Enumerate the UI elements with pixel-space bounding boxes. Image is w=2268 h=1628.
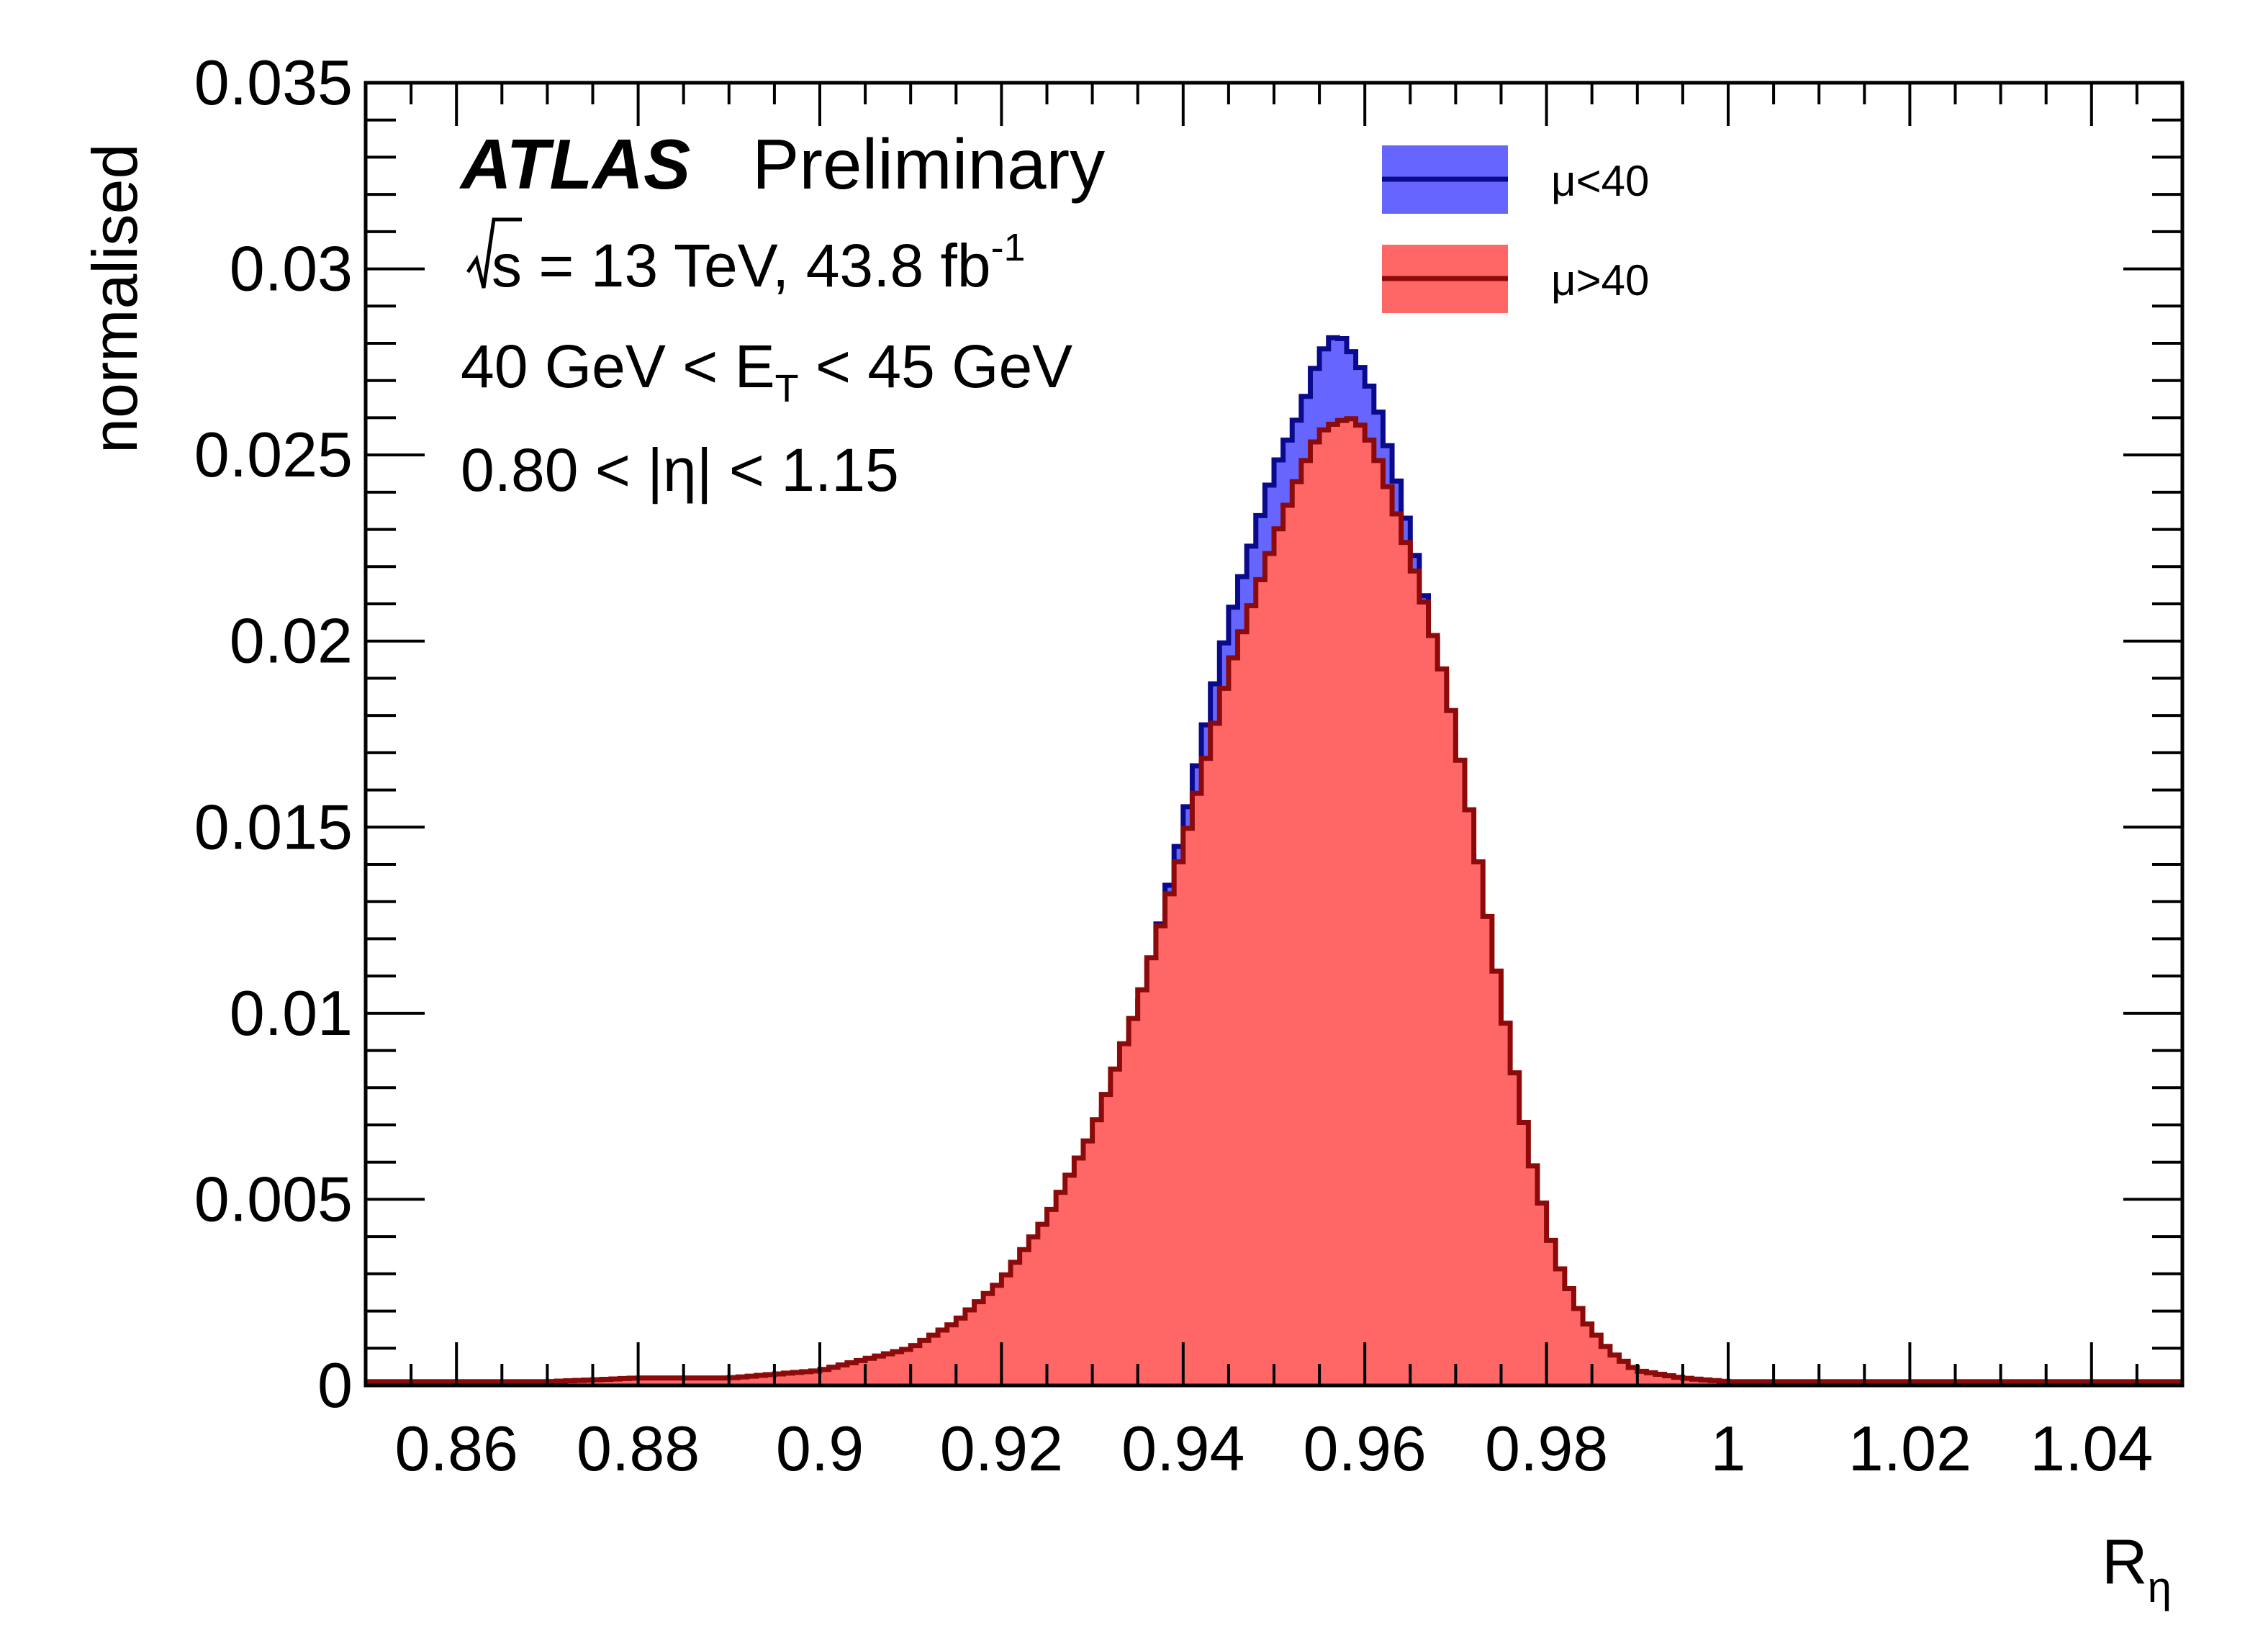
- lumi-superscript: -1: [991, 226, 1026, 269]
- series-line-mu-high: [366, 416, 2182, 1385]
- x-tick-label: 0.86: [395, 1413, 518, 1484]
- x-axis-title-text: Rη: [2102, 1526, 2172, 1611]
- y-tick-label: 0.015: [194, 791, 353, 862]
- x-tick-label: 0.94: [1121, 1413, 1244, 1484]
- y-tick-label: 0.035: [194, 47, 353, 118]
- preliminary-label: Preliminary: [752, 125, 1105, 204]
- x-tick-label: 1: [1711, 1413, 1746, 1484]
- x-tick-label: 0.88: [577, 1413, 700, 1484]
- x-tick-label: 1.04: [2030, 1413, 2153, 1484]
- lumi-label: s = 13 TeV, 43.8 fb-1: [492, 226, 1026, 299]
- x-axis-title: Rη: [2102, 1526, 2172, 1611]
- et-cut-label: 40 GeV < ET < 45 GeV: [461, 333, 1072, 410]
- sqrt-symbol: [466, 217, 522, 289]
- et-prefix: 40 GeV < E: [461, 333, 775, 400]
- y-axis-title: normalised: [79, 144, 150, 453]
- y-tick-label: 0.025: [194, 419, 353, 490]
- y-tick-label: 0: [317, 1349, 353, 1421]
- et-subscript: T: [775, 367, 799, 410]
- legend-item-mu-low: μ<40: [1382, 145, 1649, 214]
- et-suffix: < 45 GeV: [799, 333, 1073, 400]
- x-tick-label: 1.02: [1848, 1413, 1971, 1484]
- y-tick-label: 0.005: [194, 1163, 353, 1234]
- x-axis-title-main: R: [2102, 1526, 2148, 1597]
- y-tick-label: 0.02: [230, 605, 353, 677]
- x-tick-label: 0.96: [1304, 1413, 1427, 1484]
- legend-label-mu-low: μ<40: [1551, 157, 1649, 205]
- annotation-block: ATLAS Preliminary s = 13 TeV, 43.8 fb-1 …: [458, 125, 1105, 504]
- x-axis-title-sub: η: [2148, 1563, 2172, 1611]
- lumi-text: s = 13 TeV, 43.8 fb: [492, 232, 991, 299]
- legend: μ<40 μ>40: [1382, 145, 1649, 313]
- x-tick-label: 0.98: [1485, 1413, 1608, 1484]
- y-tick-label: 0.03: [230, 233, 353, 304]
- y-tick-label: 0.01: [230, 977, 353, 1049]
- legend-label-mu-high: μ>40: [1551, 256, 1649, 304]
- x-tick-label: 0.9: [776, 1413, 864, 1484]
- eta-cut-label: 0.80 < |η| < 1.15: [461, 436, 899, 504]
- series-fill-mu-high: [366, 418, 2182, 1385]
- series-layer: [366, 335, 2182, 1385]
- axes-layer: 0.86 0.88 0.9 0.92 0.94 0.96 0.98 1 1.02 1.04 0 0.0…: [194, 47, 2185, 1484]
- legend-item-mu-high: μ>40: [1382, 245, 1649, 313]
- x-tick-label: 0.92: [940, 1413, 1063, 1484]
- atlas-label: ATLAS: [458, 125, 690, 204]
